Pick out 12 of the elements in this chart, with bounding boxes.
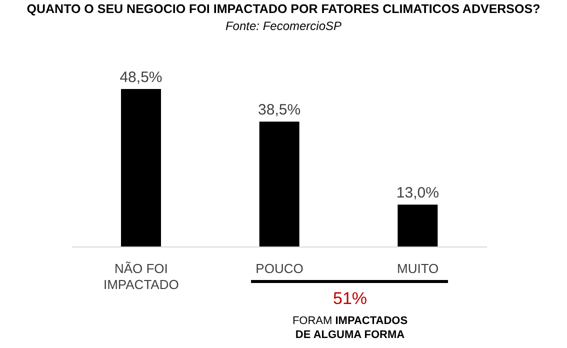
text: FORAM <box>292 315 332 327</box>
chart-title: QUANTO O SEU NEGOCIO FOI IMPACTADO POR FATORES CLIMATICOS ADVERSOS? <box>26 2 542 16</box>
data-label: 48,5% <box>120 69 162 86</box>
x-tick-label: MUITO <box>397 261 439 276</box>
x-tick-label: NÃO FOI IMPACTADO <box>103 261 179 292</box>
text: 51% <box>332 289 368 309</box>
chart-subtitle: Fonte: FecomercioSP <box>224 19 343 33</box>
x-tick-label: POUCO <box>256 261 304 276</box>
data-label: 38,5% <box>258 102 301 119</box>
text: IMPACTADOS <box>335 315 408 327</box>
data-label: 13,0% <box>396 184 439 202</box>
text: DE ALGUMA FORMA <box>295 329 405 341</box>
